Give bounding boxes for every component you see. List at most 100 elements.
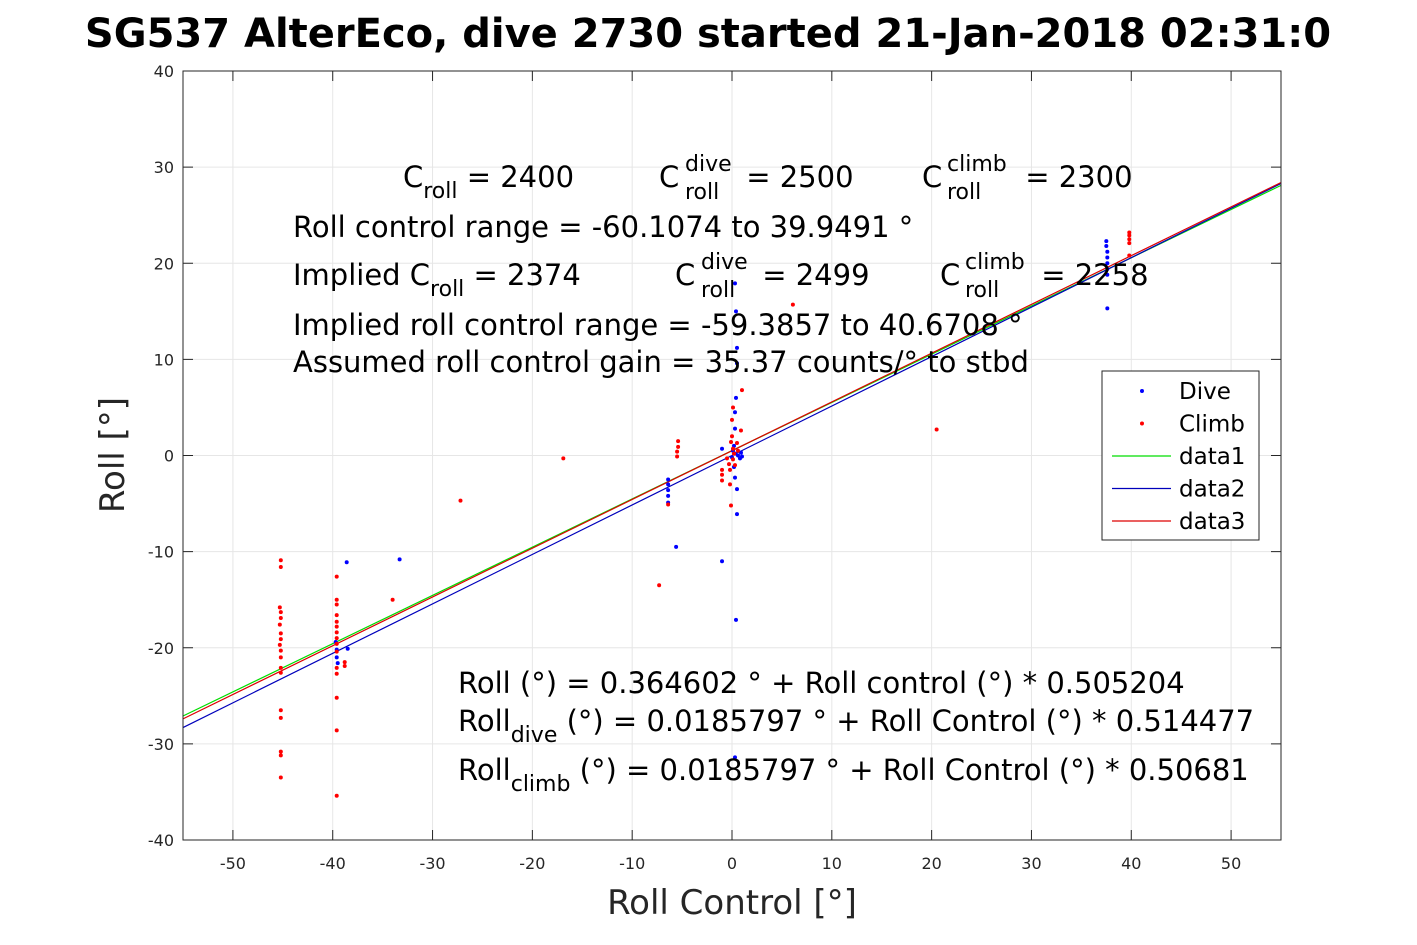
- x-tick-label: 50: [1221, 854, 1241, 873]
- point-dive: [666, 488, 671, 493]
- x-tick-label: -30: [419, 854, 445, 873]
- point-climb: [334, 695, 339, 700]
- point-climb: [390, 597, 395, 602]
- y-axis-label: Roll [°]: [93, 397, 133, 513]
- point-dive: [1105, 272, 1110, 277]
- point-dive: [732, 281, 737, 286]
- point-climb: [277, 642, 282, 647]
- point-dive: [720, 446, 725, 451]
- point-dive: [732, 410, 737, 415]
- point-climb: [277, 622, 282, 627]
- point-climb: [458, 498, 463, 503]
- point-climb: [278, 558, 283, 563]
- point-climb: [676, 444, 681, 449]
- legend-label: data2: [1179, 477, 1245, 503]
- point-dive: [734, 345, 739, 350]
- x-tick-label: 30: [1021, 854, 1041, 873]
- point-climb: [334, 619, 339, 624]
- x-tick-label: -50: [220, 854, 246, 873]
- point-climb: [657, 583, 662, 588]
- annotation-roll-range: Roll control range = -60.1074 to 39.9491…: [293, 210, 913, 244]
- point-dive: [1104, 239, 1109, 244]
- point-dive: [732, 426, 737, 431]
- point-dive: [739, 454, 744, 459]
- point-climb: [730, 446, 735, 451]
- point-climb: [278, 715, 283, 720]
- axis-ticks: -50 -40 -30 -20 -10 0 10 20 30 40 50 -40 -30 -20 -10 0 1…: [148, 62, 1281, 873]
- x-tick-label: -40: [320, 854, 346, 873]
- point-climb: [278, 753, 283, 758]
- point-dive: [733, 309, 738, 314]
- point-climb: [278, 631, 283, 636]
- point-climb: [334, 641, 339, 646]
- point-dive: [734, 512, 739, 517]
- point-dive: [345, 646, 350, 651]
- point-dive: [732, 755, 737, 760]
- point-dive: [666, 477, 671, 482]
- point-climb: [732, 463, 737, 468]
- x-tick-label: 0: [727, 854, 737, 873]
- point-climb: [1127, 237, 1132, 242]
- point-climb: [334, 793, 339, 798]
- point-climb: [334, 630, 339, 635]
- point-climb: [277, 605, 282, 610]
- point-climb: [334, 671, 339, 676]
- legend-label: Dive: [1179, 379, 1231, 405]
- annotation-fit-dive: Rolldive (°) = 0.0185797 ° + Roll Contro…: [458, 704, 1254, 748]
- point-dive: [334, 655, 339, 660]
- point-dive: [666, 482, 671, 487]
- point-climb: [675, 449, 680, 454]
- point-climb: [730, 405, 735, 410]
- point-climb: [730, 417, 734, 422]
- point-climb: [738, 428, 743, 433]
- point-climb: [278, 708, 283, 713]
- point-climb: [342, 664, 347, 669]
- point-dive: [733, 617, 738, 622]
- point-climb: [735, 448, 740, 453]
- x-tick-label: -20: [519, 854, 545, 873]
- chart-title: SG537 AlterEco, dive 2730 started 21-Jan…: [85, 11, 1331, 57]
- point-climb: [725, 456, 730, 461]
- legend-label: Climb: [1179, 412, 1245, 438]
- point-climb: [1127, 241, 1132, 246]
- point-climb: [278, 670, 283, 675]
- point-climb: [676, 439, 681, 444]
- point-dive: [734, 361, 739, 366]
- point-climb: [675, 454, 680, 459]
- point-climb: [934, 427, 939, 432]
- point-climb: [278, 610, 283, 615]
- point-dive: [397, 557, 402, 562]
- point-climb: [739, 388, 744, 393]
- annotation-c-roll: Croll = 2400: [403, 160, 574, 204]
- y-tick-label: 0: [164, 447, 174, 466]
- legend-label: data1: [1179, 444, 1245, 470]
- point-climb: [342, 660, 347, 665]
- point-dive: [674, 544, 679, 549]
- point-climb: [1127, 253, 1132, 258]
- x-tick-label: 20: [921, 854, 941, 873]
- y-tick-label: 20: [154, 254, 174, 273]
- point-dive: [738, 450, 743, 455]
- x-tick-label: -10: [619, 854, 645, 873]
- y-tick-label: -40: [148, 831, 174, 850]
- point-climb: [730, 457, 735, 462]
- point-climb: [1127, 230, 1132, 235]
- point-dive: [1105, 261, 1110, 266]
- point-climb: [720, 467, 725, 472]
- point-dive: [734, 487, 739, 492]
- point-dive: [732, 475, 737, 480]
- point-dive: [1105, 306, 1110, 311]
- legend-marker-dive: [1140, 389, 1144, 393]
- point-climb: [334, 649, 339, 654]
- point-climb: [731, 451, 736, 456]
- y-tick-label: 40: [154, 62, 174, 81]
- point-climb: [720, 472, 725, 477]
- y-tick-label: 30: [154, 158, 174, 177]
- legend-items: Dive Climb data1 data2 data3: [1112, 379, 1245, 535]
- point-climb: [334, 574, 339, 579]
- point-dive: [344, 560, 349, 565]
- point-dive: [666, 493, 671, 498]
